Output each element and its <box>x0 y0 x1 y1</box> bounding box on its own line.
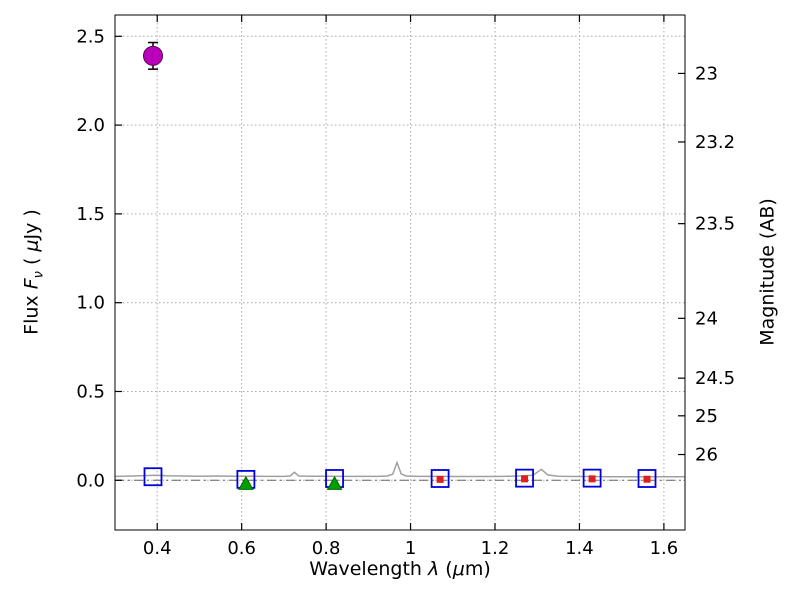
lambda-symbol: λ <box>428 558 440 580</box>
y-tick-label-left: 0.0 <box>76 470 105 491</box>
y-tick-label-right: 23.5 <box>695 214 735 235</box>
y-tick-label-right: 25 <box>695 406 718 427</box>
detection-circle <box>143 45 163 66</box>
x-tick-label: 0.6 <box>227 538 256 559</box>
y-tick-label-right: 24 <box>695 308 718 329</box>
nu-subscript: ν <box>31 271 47 279</box>
y-tick-label-right: 26 <box>695 445 718 466</box>
x-axis-label: Wavelength λ (μm) <box>309 558 491 580</box>
limit-triangles <box>238 475 254 490</box>
y-axis-label-left: Flux Fν ( μJy ) <box>20 209 47 335</box>
axes-frame <box>114 14 686 531</box>
model-photometry-points <box>521 475 529 483</box>
y-tick-label-right: 23.2 <box>695 132 735 153</box>
axes-background <box>115 15 685 530</box>
observed-photometry-squares <box>582 468 602 488</box>
observed-photometry-squares <box>143 467 163 487</box>
x-tick-label: 1 <box>405 538 416 559</box>
xlabel-text: Wavelength <box>309 558 429 580</box>
x-tick-label: 0.8 <box>312 538 341 559</box>
model-spectrum <box>114 460 685 478</box>
y-tick-label-right: 23 <box>695 63 718 84</box>
y-tick-label-left: 1.0 <box>76 293 105 314</box>
model-photometry-points <box>436 475 444 483</box>
observed-photometry-squares <box>637 469 657 488</box>
observed-photometry-squares <box>515 468 534 488</box>
y-tick-label-left: 2.5 <box>76 26 105 47</box>
model-photometry-points <box>588 475 596 483</box>
observed-photometry-squares <box>430 469 450 488</box>
limit-triangles <box>326 475 343 490</box>
model-photometry-points <box>643 475 651 483</box>
y-axis-label-right: Magnitude (AB) <box>756 198 779 346</box>
y-tick-label-right: 24.5 <box>695 368 735 389</box>
x-tick-label: 1.4 <box>565 538 594 559</box>
y-tick-label-left: 0.5 <box>76 381 105 402</box>
x-tick-label: 0.4 <box>143 538 172 559</box>
x-tick-label: 1.2 <box>481 538 510 559</box>
y-tick-label-left: 2.0 <box>76 115 105 136</box>
mu-symbol: μ <box>452 558 465 580</box>
flux-symbol: F <box>20 278 43 290</box>
y-tick-label-left: 1.5 <box>76 204 105 225</box>
x-tick-label: 1.6 <box>650 538 679 559</box>
mu-symbol: μ <box>20 239 43 252</box>
